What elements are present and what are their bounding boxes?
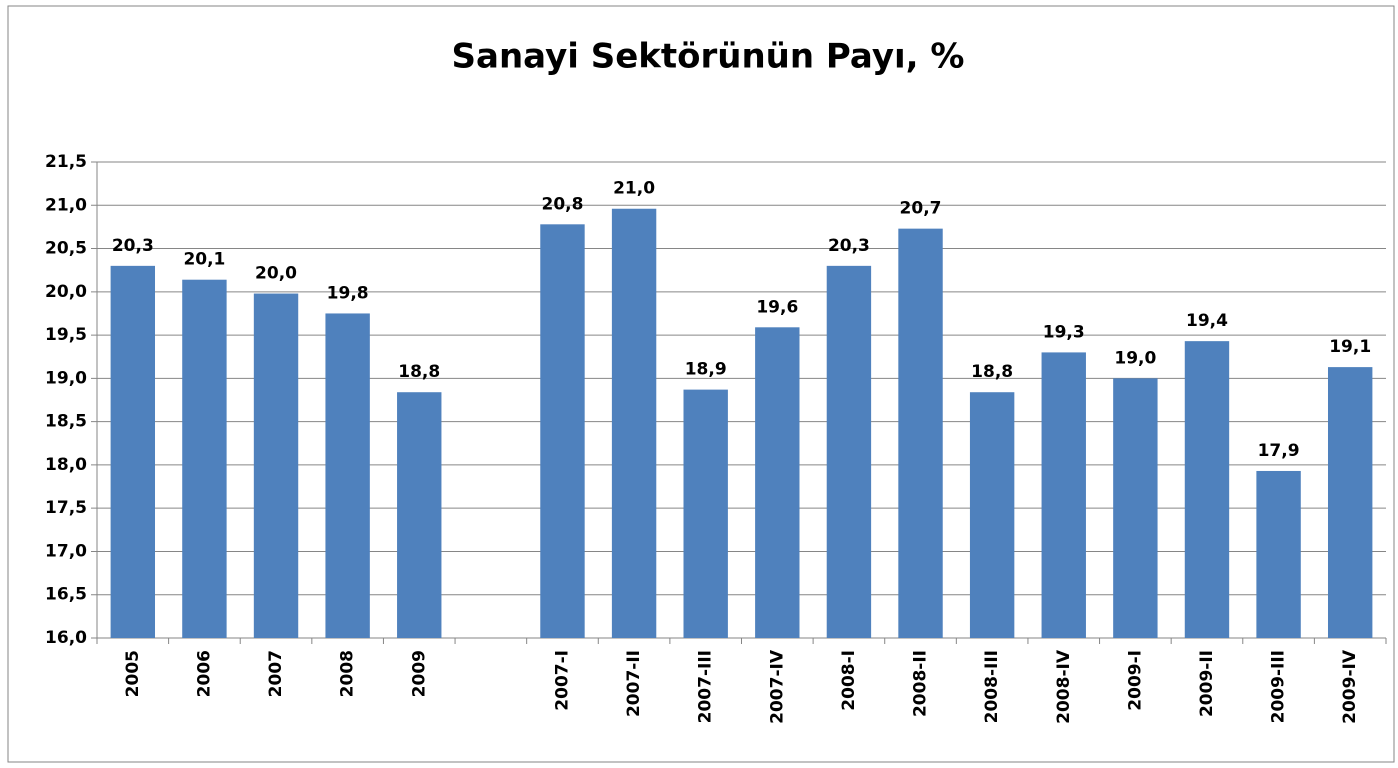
y-tick-label: 17,5 (45, 498, 87, 518)
y-tick-label: 18,0 (45, 455, 87, 475)
value-label: 19,4 (1186, 311, 1228, 331)
y-tick-label: 20,5 (45, 239, 87, 259)
x-tick-label: 2009-III (1269, 650, 1289, 723)
value-label: 19,6 (756, 297, 798, 317)
x-tick-label: 2007-II (624, 650, 644, 717)
y-tick-label: 21,0 (45, 195, 87, 215)
bar (611, 208, 657, 638)
bar (1256, 470, 1301, 638)
value-label: 20,1 (183, 250, 225, 270)
value-label: 19,8 (327, 283, 369, 303)
y-tick-label: 19,5 (45, 325, 87, 345)
bar (253, 293, 299, 638)
value-label: 19,1 (1329, 337, 1371, 357)
value-label: 20,7 (900, 199, 942, 219)
value-label: 20,3 (112, 236, 154, 256)
x-tick-label: 2009-I (1125, 650, 1145, 711)
bar (969, 392, 1015, 638)
value-label: 18,8 (398, 362, 440, 382)
bar (1113, 378, 1158, 638)
x-tick-label: 2009 (409, 650, 429, 697)
bar (325, 313, 370, 638)
bar (755, 327, 800, 638)
x-tick-label: 2005 (123, 650, 143, 697)
x-tick-label: 2008-IV (1054, 649, 1074, 724)
x-tick-label: 2008-I (839, 650, 859, 711)
bar (540, 224, 585, 638)
chart-title: Sanayi Sektörünün Payı, % (452, 37, 965, 77)
x-tick-label: 2006 (194, 650, 214, 697)
value-label: 17,9 (1258, 441, 1300, 461)
x-tick-label: 2009-II (1197, 650, 1217, 717)
bar (898, 228, 943, 638)
bar (182, 279, 227, 638)
value-label: 20,0 (255, 264, 297, 284)
x-tick-label: 2007 (266, 650, 286, 697)
bar (1184, 341, 1230, 638)
y-tick-label: 20,0 (45, 282, 87, 302)
x-tick-label: 2007-I (552, 650, 572, 711)
x-tick-label: 2007-IV (767, 649, 787, 724)
value-label: 18,8 (971, 362, 1013, 382)
bar (683, 389, 728, 638)
y-tick-label: 16,5 (45, 585, 87, 605)
value-label: 21,0 (613, 179, 655, 199)
value-label: 19,0 (1114, 348, 1156, 368)
x-tick-label: 2008-III (982, 650, 1002, 723)
bar (1327, 367, 1373, 638)
y-tick-label: 17,0 (45, 541, 87, 561)
x-tick-label: 2007-III (696, 650, 716, 723)
value-label: 20,3 (828, 236, 870, 256)
value-label: 20,8 (541, 194, 583, 214)
y-tick-label: 18,5 (45, 412, 87, 432)
y-tick-label: 16,0 (45, 628, 87, 648)
y-tick-label: 19,0 (45, 368, 87, 388)
value-label: 18,9 (685, 360, 727, 380)
x-tick-label: 2008 (338, 650, 358, 697)
bar (397, 392, 442, 638)
y-tick-label: 21,5 (45, 152, 87, 172)
x-tick-label: 2008-II (911, 650, 931, 717)
value-label: 19,3 (1043, 322, 1085, 342)
x-tick-label: 2009-IV (1340, 649, 1360, 724)
bar (826, 265, 872, 638)
bar (110, 265, 156, 638)
bar (1041, 352, 1086, 638)
